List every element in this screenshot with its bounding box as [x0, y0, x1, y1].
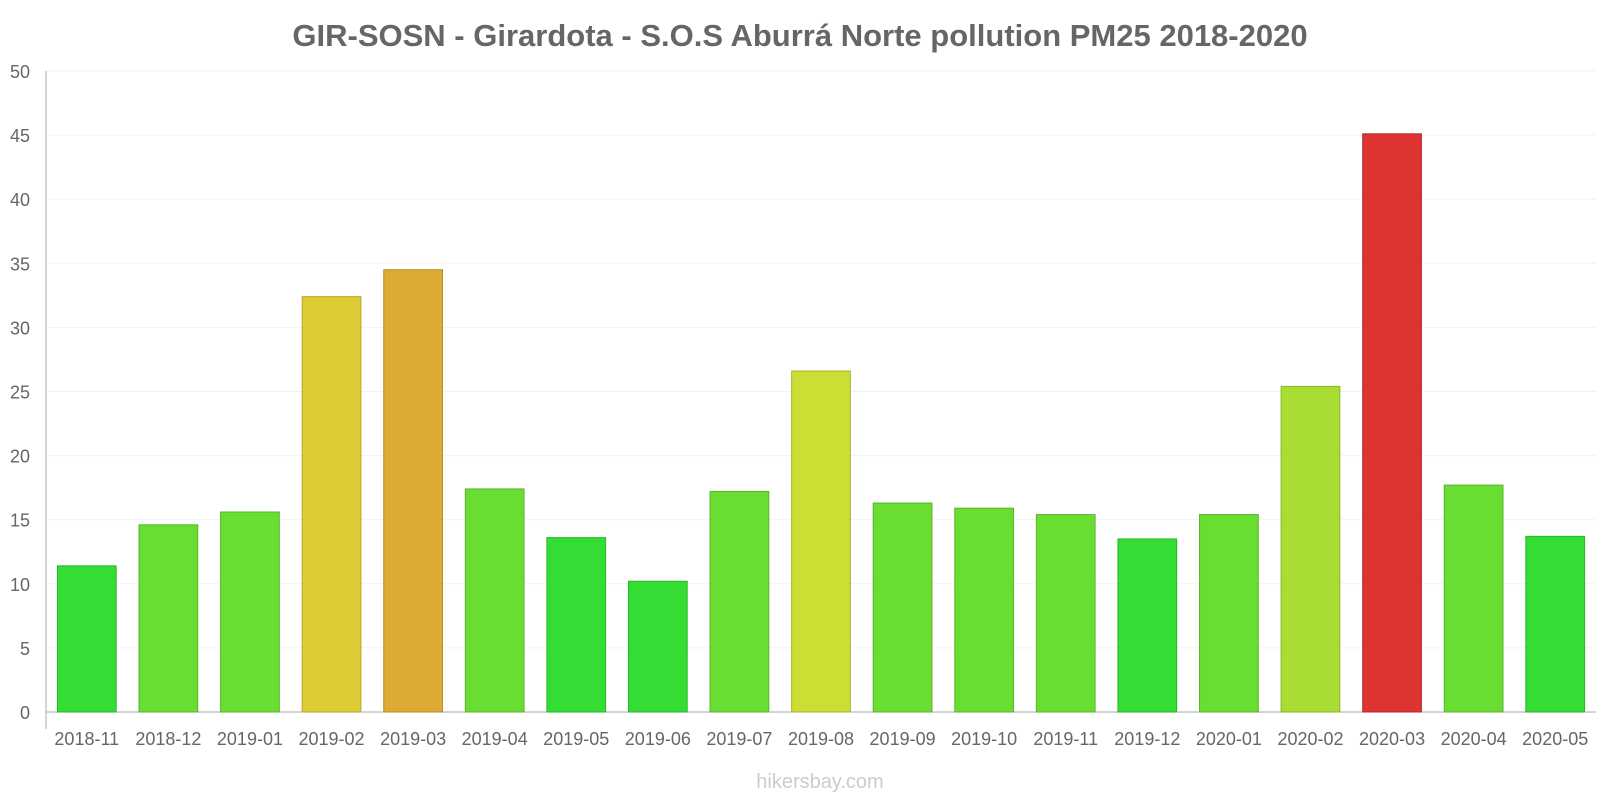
- x-tick-label: 2019-07: [706, 729, 772, 749]
- y-tick-label: 30: [10, 318, 30, 338]
- x-tick-label: 2019-06: [625, 729, 691, 749]
- x-tick-label: 2018-12: [135, 729, 201, 749]
- x-tick-label: 2020-04: [1441, 729, 1507, 749]
- y-tick-labels: 0 5 10 15 20 25 30 35 40 45 50: [10, 62, 30, 723]
- x-tick-label: 2019-03: [380, 729, 446, 749]
- y-tick-label: 25: [10, 383, 30, 403]
- bar-2019-01: [220, 511, 280, 713]
- x-tick-label: 2020-02: [1277, 729, 1343, 749]
- bar-2019-03: [383, 269, 443, 713]
- bar-2020-04: [1443, 484, 1504, 713]
- x-tick-label: 2020-01: [1196, 729, 1262, 749]
- bar-2019-11: [1035, 514, 1096, 713]
- bar-2019-04: [464, 488, 525, 713]
- x-tick-label: 2019-11: [1033, 729, 1098, 749]
- y-tick-label: 20: [10, 447, 30, 467]
- y-tick-label: 10: [10, 575, 30, 595]
- x-tick-labels: 2018-11 2018-12 2019-01 2019-02 2019-03 2019-…: [54, 729, 1588, 749]
- y-tick-label: 0: [20, 703, 30, 723]
- bars-layer: [56, 133, 1586, 713]
- y-tick-label: 40: [10, 190, 30, 210]
- bar-2020-02: [1280, 385, 1341, 713]
- x-tick-label: 2019-12: [1114, 729, 1180, 749]
- y-tick-label: 15: [10, 511, 30, 531]
- x-tick-label: 2019-10: [951, 729, 1017, 749]
- x-tick-label: 2020-05: [1522, 729, 1588, 749]
- bar-2019-06: [627, 580, 688, 713]
- bar-2019-05: [546, 537, 607, 713]
- bar-2018-12: [138, 524, 199, 713]
- y-tick-label: 45: [10, 126, 30, 146]
- chart-title: GIR-SOSN - Girardota - S.O.S Aburrá Nort…: [292, 18, 1307, 53]
- x-tick-label: 2019-02: [298, 729, 364, 749]
- bar-2019-07: [709, 490, 770, 713]
- bar-2020-01: [1199, 514, 1259, 713]
- x-tick-label: 2019-09: [870, 729, 936, 749]
- x-tick-label: 2019-04: [462, 729, 528, 749]
- bar-2019-02: [301, 296, 362, 713]
- x-tick-label: 2019-01: [217, 729, 283, 749]
- bar-2019-08: [791, 370, 851, 713]
- x-tick-label: 2020-03: [1359, 729, 1425, 749]
- x-tick-label: 2018-11: [54, 729, 119, 749]
- bar-2020-05: [1525, 535, 1586, 713]
- bar-2019-10: [954, 507, 1015, 713]
- x-tick-label: 2019-05: [543, 729, 609, 749]
- bar-2020-03: [1362, 133, 1422, 713]
- bar-2019-12: [1117, 538, 1178, 713]
- y-tick-label: 5: [20, 639, 30, 659]
- y-tick-label: 50: [10, 62, 30, 82]
- bar-2018-11: [56, 565, 117, 713]
- x-tick-label: 2019-08: [788, 729, 854, 749]
- bar-2019-09: [872, 502, 933, 713]
- y-tick-label: 35: [10, 254, 30, 274]
- watermark: hikersbay.com: [756, 771, 883, 793]
